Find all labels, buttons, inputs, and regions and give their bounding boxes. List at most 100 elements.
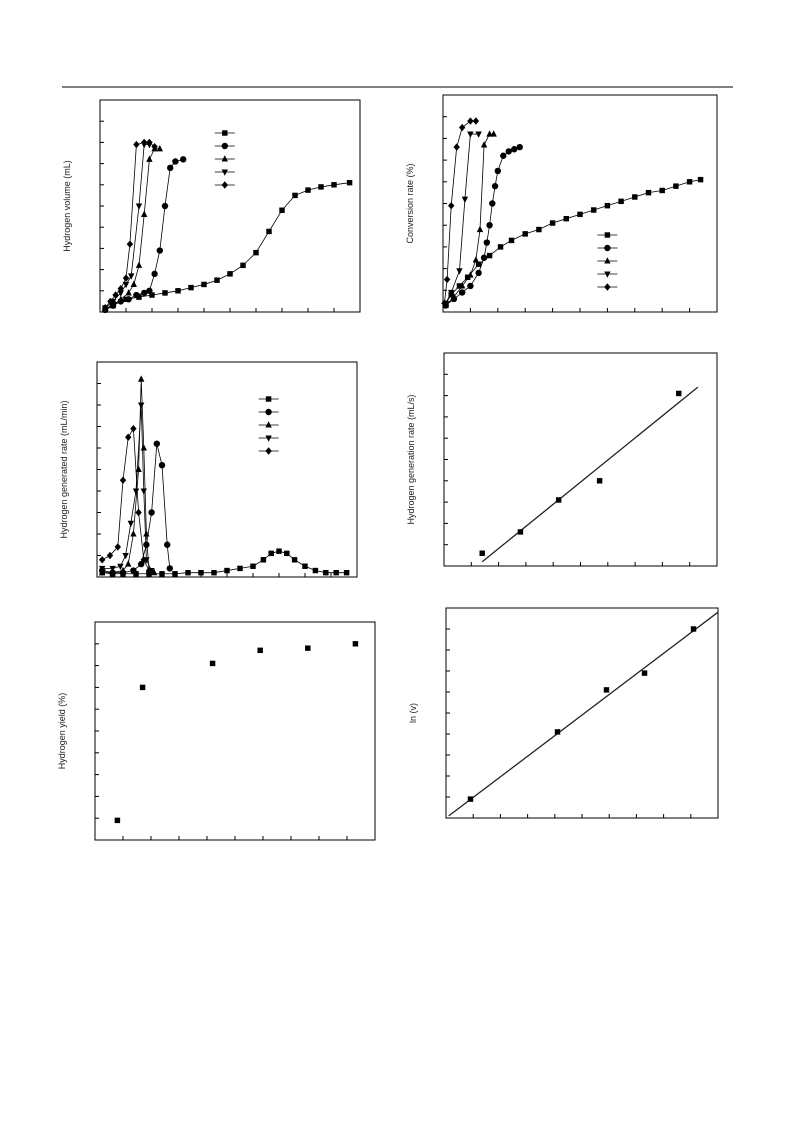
marker	[480, 254, 488, 261]
marker	[125, 296, 132, 303]
marker	[166, 565, 173, 572]
marker	[596, 478, 603, 484]
marker	[237, 565, 243, 572]
marker	[130, 280, 137, 287]
marker	[268, 550, 274, 557]
marker	[475, 269, 482, 277]
marker	[167, 164, 174, 172]
marker	[284, 550, 290, 557]
marker	[106, 551, 114, 560]
marker	[253, 249, 259, 256]
marker	[138, 375, 145, 382]
legend-marker	[221, 181, 228, 189]
marker	[151, 270, 158, 278]
marker	[472, 256, 480, 263]
marker	[279, 207, 285, 213]
legend-marker	[221, 142, 228, 150]
marker	[472, 117, 480, 125]
marker	[198, 569, 204, 576]
marker	[122, 281, 130, 289]
marker	[641, 670, 648, 676]
marker	[443, 275, 451, 284]
marker	[486, 222, 493, 229]
marker	[331, 182, 337, 188]
marker	[143, 541, 150, 548]
marker	[153, 440, 160, 447]
fit-line	[481, 386, 699, 563]
marker	[549, 220, 556, 226]
marker	[645, 189, 652, 196]
marker	[352, 641, 359, 647]
marker	[554, 729, 561, 735]
marker	[522, 231, 528, 237]
marker	[156, 144, 163, 152]
marker	[318, 184, 324, 190]
marker	[180, 156, 187, 163]
marker	[475, 261, 482, 267]
marker	[185, 569, 191, 576]
y-axis-label: Hydrogen volume (mL)	[62, 160, 72, 252]
marker	[133, 291, 140, 299]
marker	[141, 138, 148, 147]
series-line	[445, 179, 701, 304]
marker	[156, 247, 163, 254]
y-axis-label: Conversion rate (%)	[405, 163, 415, 243]
marker	[491, 182, 499, 190]
plot-frame	[94, 621, 376, 841]
marker	[117, 284, 124, 293]
marker	[164, 541, 171, 548]
legend-marker	[221, 169, 228, 176]
marker	[467, 796, 474, 802]
marker	[136, 294, 142, 300]
marker	[511, 146, 518, 153]
marker	[467, 271, 474, 278]
marker	[126, 240, 134, 248]
marker	[133, 571, 139, 577]
marker	[497, 244, 504, 250]
plot-frame	[443, 352, 718, 567]
marker	[291, 557, 298, 563]
marker	[486, 130, 493, 137]
legend-marker	[221, 155, 228, 162]
marker	[143, 530, 150, 537]
marker	[102, 304, 109, 312]
marker	[292, 192, 298, 199]
marker	[141, 210, 148, 218]
legend-marker	[604, 232, 611, 238]
marker	[312, 567, 319, 574]
marker	[302, 563, 308, 569]
marker	[114, 543, 121, 551]
marker	[117, 295, 124, 302]
marker	[461, 196, 469, 203]
legend-marker	[265, 435, 272, 442]
marker	[458, 289, 466, 296]
marker	[127, 520, 134, 528]
marker	[250, 563, 256, 569]
marker	[483, 239, 491, 246]
marker	[133, 140, 140, 149]
marker	[456, 268, 463, 275]
marker	[479, 550, 485, 556]
marker	[214, 277, 220, 283]
marker	[686, 179, 693, 185]
legend-marker	[604, 283, 611, 291]
marker	[135, 203, 143, 210]
fit-line	[448, 611, 719, 817]
legend-marker	[604, 257, 611, 264]
marker	[448, 289, 455, 297]
marker	[505, 148, 512, 155]
marker	[132, 488, 140, 495]
marker	[146, 155, 153, 162]
marker	[603, 687, 610, 693]
marker	[276, 548, 282, 554]
marker	[130, 424, 137, 433]
marker	[149, 292, 155, 298]
marker	[490, 130, 497, 137]
marker	[140, 444, 147, 451]
marker	[209, 660, 216, 667]
marker	[135, 261, 143, 268]
marker	[107, 297, 114, 306]
marker	[516, 143, 523, 151]
marker	[489, 200, 496, 207]
y-axis-label: Hydrogen yield (%)	[57, 693, 67, 770]
